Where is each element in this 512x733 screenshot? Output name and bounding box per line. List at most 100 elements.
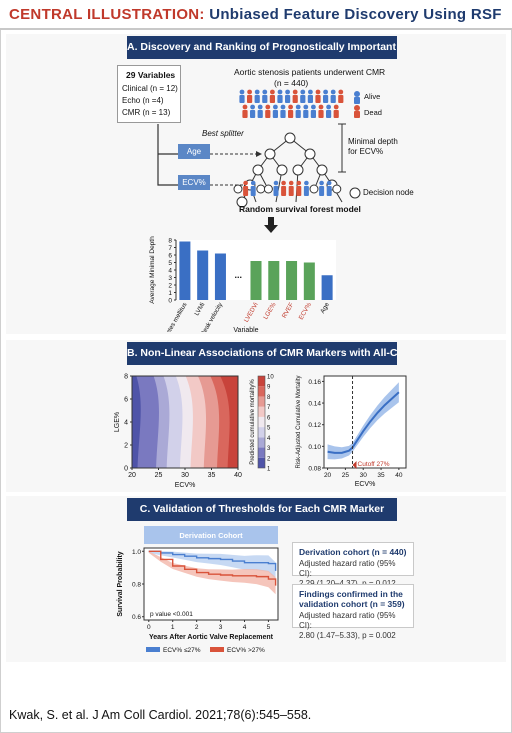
leaf-person-icon [281, 180, 286, 186]
colorbar-segment [258, 447, 265, 458]
leaf-person-icon [296, 180, 302, 186]
min-depth-line2: for ECV% [348, 147, 384, 156]
survival-km-chart: Derivation Cohort 0 1 2 3 4 5 0.6 0.8 1.0 p value … [117, 526, 279, 654]
mortality-line-chart: Cutoff 27% 20 25 30 35 40 0.08 0.10 0.12 0.14 0.16… [296, 375, 407, 488]
km-x-tick-label: 1 [171, 624, 175, 631]
person-body [333, 110, 339, 118]
section-c-title: C. Validation of Thresholds for Each CMR… [127, 498, 397, 521]
person-body [269, 95, 275, 103]
line-y-tick-label: 0.10 [308, 444, 321, 451]
bullet2-title2: validation cohort (n = 359) [299, 599, 405, 609]
legend-swatch-low [146, 647, 160, 652]
leaf-node [332, 184, 342, 194]
leaf-person-body [273, 186, 279, 196]
contour-heatmap: 20 25 30 35 40 0 2 4 6 8 ECV% LGE% 1 2 3 4 5 6 7 8 9 10 Predic… [114, 374, 274, 490]
confidence-band [327, 382, 399, 460]
bullet2-title1: Findings confirmed in the [299, 589, 403, 599]
heat-y-tick-label: 8 [124, 374, 128, 381]
best-splitter-label: Best splitter [202, 129, 244, 138]
km-y-tick-label: 0.8 [132, 582, 141, 589]
person-icon [247, 89, 252, 95]
bar [286, 261, 298, 300]
mortality-line [327, 391, 400, 454]
person-body [300, 95, 306, 103]
colorbar-label: Predicted cumulative mortality% [250, 379, 256, 465]
line-x-tick-label: 20 [324, 472, 332, 479]
leaf-person-body [281, 186, 287, 196]
colorbar-tick-label: 10 [267, 375, 274, 381]
bar-y-tick-label: 6 [168, 253, 172, 260]
bar-x-tick-label: Age [319, 301, 331, 315]
leaf-person-body [296, 186, 302, 196]
person-body [280, 110, 286, 118]
km-x-tick-label: 4 [243, 624, 247, 631]
bar-ellipsis: ... [234, 270, 242, 280]
heat-x-axis-label: ECV% [175, 482, 196, 489]
person-icon [270, 89, 275, 95]
cutoff-label: Cutoff 27% [358, 461, 390, 468]
decision-node-label: Decision node [363, 188, 414, 197]
person-body [292, 95, 298, 103]
derivation-header [144, 526, 278, 544]
line-y-tick-label: 0.08 [308, 466, 321, 473]
bar-y-tick-label: 3 [168, 275, 172, 282]
person-body [257, 110, 263, 118]
km-x-tick-label: 0 [147, 624, 151, 631]
bar-y-axis-label: Average Minimal Depth [149, 236, 156, 304]
contour-bands [132, 376, 238, 468]
title-text: Unbiased Feature Discovery Using RSF [209, 6, 502, 23]
person-icon [326, 104, 331, 110]
colorbar-tick-label: 8 [267, 395, 271, 401]
colorbar-segment [258, 386, 265, 397]
bar-y-tick-label: 4 [168, 268, 172, 275]
km-x-axis-label: Years After Aortic Valve Replacement [149, 634, 274, 641]
person-icon [285, 89, 290, 95]
person-body [307, 95, 313, 103]
line-x-tick-label: 40 [395, 472, 403, 479]
person-body [262, 95, 268, 103]
line-y-tick-label: 0.16 [308, 379, 321, 386]
min-depth-line1: Minimal depth [348, 137, 398, 146]
legend-alive-dead [354, 91, 360, 118]
legend-swatch-high [210, 647, 224, 652]
bar-x-tick-label: Diabetes mellitus [159, 302, 189, 333]
variables-title: 29 Variables [126, 70, 176, 80]
derivation-header-label: Derivation Cohort [179, 531, 243, 540]
heat-y-tick-label: 4 [124, 420, 128, 427]
colorbar-tick-label: 3 [267, 446, 271, 452]
section-a: A. Discovery and Ranking of Prognostical… [6, 34, 506, 334]
legend-label-high: ECV% >27% [227, 647, 265, 654]
bullet1-text1: Adjusted hazard ratio (95% CI): [299, 559, 396, 578]
down-arrow-icon [264, 217, 278, 233]
section-c: C. Validation of Thresholds for Each CMR… [6, 496, 506, 662]
person-icon [323, 89, 328, 95]
leaf-person-body [303, 186, 309, 196]
leaf-person-icon [319, 180, 324, 186]
line-y-axis-label: Risk-Adjusted Cumulative Mortality [296, 375, 302, 468]
leaf-row [233, 180, 342, 196]
leaf-node [233, 184, 243, 194]
person-body [272, 110, 278, 118]
bar-x-tick-label: LVEDVi [243, 302, 260, 324]
person-body [277, 95, 283, 103]
cutoff-arrow [352, 461, 357, 469]
bullet2-text2: 2.80 (1.47–5.33), p = 0.002 [299, 631, 396, 640]
person-icon [295, 104, 301, 110]
person-body [315, 95, 321, 103]
colorbar-tick-label: 6 [267, 415, 271, 421]
km-survival-line [148, 550, 277, 571]
bar-y-tick-label: 7 [168, 245, 172, 252]
contour-band [219, 376, 238, 468]
person-body [338, 95, 344, 103]
bar-y-tick-label: 1 [168, 290, 172, 297]
ecv-node: ECV% [178, 175, 210, 190]
leaf-person-icon [304, 180, 309, 186]
heat-x-tick-label: 35 [208, 472, 216, 479]
section-b-title: B. Non-Linear Associations of CMR Marker… [127, 342, 397, 365]
var-cmr: CMR (n = 13) [122, 108, 171, 117]
colorbar-segment [258, 396, 265, 407]
person-body [303, 110, 309, 118]
colorbar-frame [257, 375, 266, 469]
person-body [288, 110, 294, 118]
